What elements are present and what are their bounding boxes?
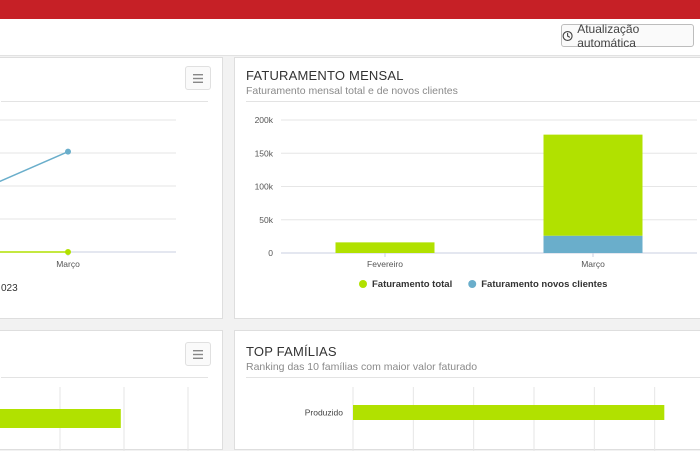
chart-menu-button[interactable] <box>185 342 211 366</box>
legend-label: Faturamento novos clientes <box>481 279 607 290</box>
top-red-bar <box>0 0 700 19</box>
legend-marker <box>468 280 477 288</box>
y-tick-label: 150k <box>255 148 274 158</box>
legend-label: Faturamento total <box>372 279 452 290</box>
panel-top-familias: TOP FAMÍLIAS Ranking das 10 famílias com… <box>234 330 700 451</box>
legend-item[interactable]: Faturamento total <box>359 279 452 290</box>
x-tick-label-marco: Março <box>56 259 80 269</box>
bar-faturamento-total[interactable] <box>335 242 435 253</box>
panel-divider <box>246 377 700 378</box>
clock-icon <box>562 30 573 41</box>
left-line-chart: Março 023 <box>0 119 176 294</box>
panel-left-top: Março 023 <box>0 57 223 319</box>
y-tick-label: 100k <box>255 182 274 192</box>
x-tick-label: Fevereiro <box>367 259 403 269</box>
faturamento-bar-chart: 0 50k 100k 150k 200k Fevereiro Março Faturame… <box>255 115 697 290</box>
y-category-label: Produzido <box>305 408 344 418</box>
hamburger-menu-icon <box>193 349 203 359</box>
auto-update-label: Atualização automática <box>577 21 640 50</box>
y-tick-label: 0 <box>268 248 273 258</box>
legend-marker <box>359 280 367 288</box>
hamburger-menu-icon <box>193 73 203 83</box>
bar-faturamento-total[interactable] <box>543 134 643 236</box>
left-bottom-bar-chart <box>0 387 189 451</box>
bar[interactable] <box>353 405 665 420</box>
legend-item[interactable]: Faturamento novos clientes <box>468 279 607 290</box>
panel-divider <box>1 377 208 378</box>
y-tick-label: 50k <box>259 215 273 225</box>
chart-menu-button[interactable] <box>185 66 211 90</box>
y-tick-label: 200k <box>255 115 274 125</box>
panel-faturamento-mensal: FATURAMENTO MENSAL Faturamento mensal to… <box>234 57 700 319</box>
panel-divider <box>246 101 700 102</box>
auto-update-button[interactable]: Atualização automática <box>561 21 694 50</box>
data-point[interactable] <box>65 148 71 155</box>
panel-title: FATURAMENTO MENSAL <box>246 68 404 83</box>
top-familias-bar-chart: Produzido <box>305 387 665 451</box>
series-line <box>0 150 69 183</box>
bar-faturamento-novos-clientes[interactable] <box>543 235 643 253</box>
panel-title: TOP FAMÍLIAS <box>246 344 337 359</box>
panel-subtitle: Ranking das 10 famílias com maior valor … <box>246 361 478 373</box>
panel-subtitle: Faturamento mensal total e de novos clie… <box>246 85 458 97</box>
panel-divider <box>1 101 208 102</box>
x-tick-label: Março <box>581 259 605 269</box>
legend-fragment: 023 <box>1 283 18 294</box>
data-point[interactable] <box>65 249 71 255</box>
bar[interactable] <box>0 409 121 428</box>
panel-left-bottom <box>0 330 223 451</box>
